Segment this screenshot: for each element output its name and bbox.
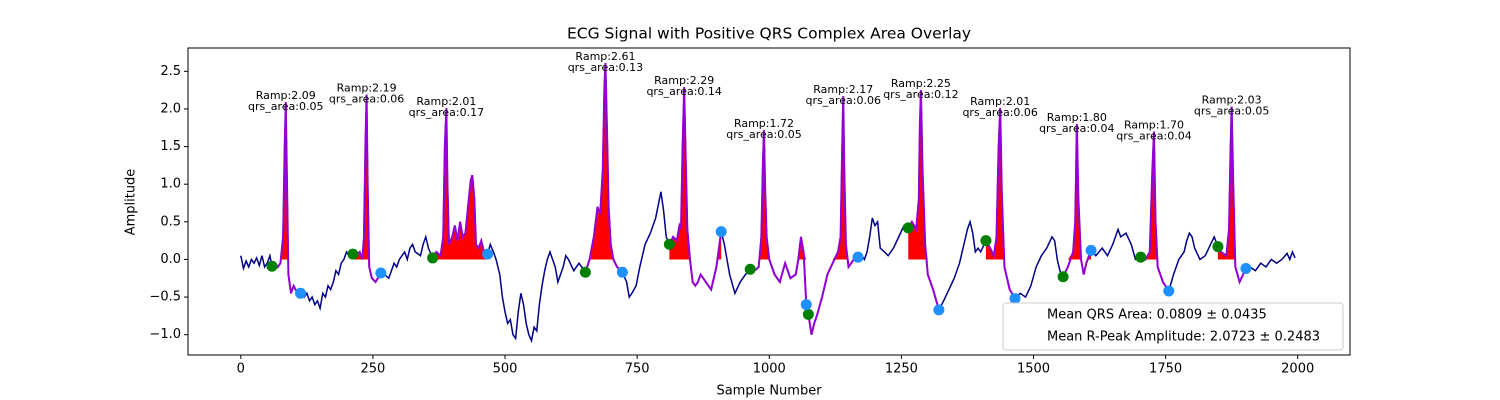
area-label: qrs_area:0.05 [248,100,323,113]
onset-point [902,222,914,234]
onset-point [1212,241,1224,253]
qrs-segment [907,90,940,311]
x-tick-label: 250 [361,362,386,377]
offset-point [616,266,628,278]
offset-point [715,226,727,238]
qrs-segment [985,108,1016,300]
qrs-segment [431,108,489,259]
offset-point [295,287,307,299]
area-label: qrs_area:0.06 [806,94,881,107]
offset-point [375,267,387,279]
y-tick-label: 0.0 [160,252,181,267]
x-tick-label: 1250 [885,362,918,377]
peak-label: Ramp:2.01 [970,95,1030,108]
onset-point [980,235,992,247]
legend-entry: Mean QRS Area: 0.0809 ± 0.0435 [1047,308,1267,323]
chart-title: ECG Signal with Positive QRS Complex Are… [567,25,971,43]
area-label: qrs_area:0.13 [568,61,643,74]
area-label: qrs_area:0.05 [726,128,801,141]
peak-label: Ramp:2.61 [575,50,635,63]
area-label: qrs_area:0.06 [329,93,404,106]
x-tick-label: 750 [625,362,650,377]
offset-point [1240,262,1252,274]
qrs-segment [352,94,382,284]
area-label: qrs_area:0.14 [646,85,721,98]
onset-point [579,266,591,278]
y-tick-label: −1.0 [149,327,181,342]
peak-label: Ramp:2.29 [654,74,714,87]
legend-entry: Mean R-Peak Amplitude: 2.0723 ± 0.2483 [1047,330,1320,345]
onset-point [427,252,439,264]
offset-point [852,251,864,263]
area-label: qrs_area:0.04 [1039,122,1114,135]
qrs-area [432,108,488,260]
offset-point [1163,285,1175,297]
offset-point [1085,244,1097,256]
onset-point [266,260,278,272]
area-label: qrs_area:0.04 [1116,130,1191,143]
y-tick-label: 0.5 [160,214,181,229]
x-tick-label: 1500 [1017,362,1050,377]
offset-point [482,248,494,260]
qrs-segment [807,96,859,335]
legend-box [1002,302,1344,351]
x-axis-label: Sample Number [716,384,822,399]
area-label: qrs_area:0.06 [962,106,1037,119]
offset-point [800,299,812,311]
peak-label: Ramp:2.01 [416,95,476,108]
onset-point [802,308,814,320]
y-tick-label: 2.5 [160,64,181,79]
y-axis-label: Amplitude [124,169,139,236]
qrs-area [1217,106,1246,260]
offset-point [933,304,945,316]
x-tick-label: 0 [237,362,245,377]
y-tick-label: 2.0 [160,101,181,116]
x-tick-label: 1750 [1149,362,1182,377]
qrs-segment [1140,131,1170,292]
y-tick-label: 1.5 [160,139,181,154]
x-tick-label: 1000 [753,362,786,377]
qrs-area [985,108,1015,260]
area-label: qrs_area:0.12 [883,88,958,101]
qrs-area [669,87,722,260]
peak-label: Ramp:2.17 [813,83,873,96]
qrs-segment [1062,123,1093,278]
area-label: qrs_area:0.05 [1194,105,1269,118]
peak-label: Ramp:2.09 [256,89,316,102]
peak-label: Ramp:2.03 [1202,94,1262,107]
peak-label: Ramp:2.19 [337,82,397,95]
y-tick-label: −0.5 [149,290,181,305]
onset-point [1057,271,1069,283]
qrs-segment [668,87,723,292]
peak-label: Ramp:2.25 [891,77,951,90]
qrs-segment [749,129,808,305]
x-tick-label: 2000 [1281,362,1314,377]
qrs-segment [584,63,624,273]
plot-area [240,63,1296,344]
onset-point [744,263,756,275]
onset-point [347,248,359,260]
area-label: qrs_area:0.17 [409,106,484,119]
peak-label: Ramp:1.72 [734,117,794,130]
peak-label: Ramp:1.80 [1047,111,1107,124]
qrs-area [808,96,859,260]
qrs-area [1063,124,1092,260]
onset-point [1135,251,1147,263]
qrs-area [750,130,807,260]
qrs-segment [1217,106,1247,285]
x-tick-label: 500 [493,362,518,377]
peak-label: Ramp:1.70 [1124,119,1184,132]
onset-point [663,238,675,250]
y-tick-label: 1.0 [160,177,181,192]
offset-point [1009,293,1021,305]
qrs-segment [271,102,302,295]
